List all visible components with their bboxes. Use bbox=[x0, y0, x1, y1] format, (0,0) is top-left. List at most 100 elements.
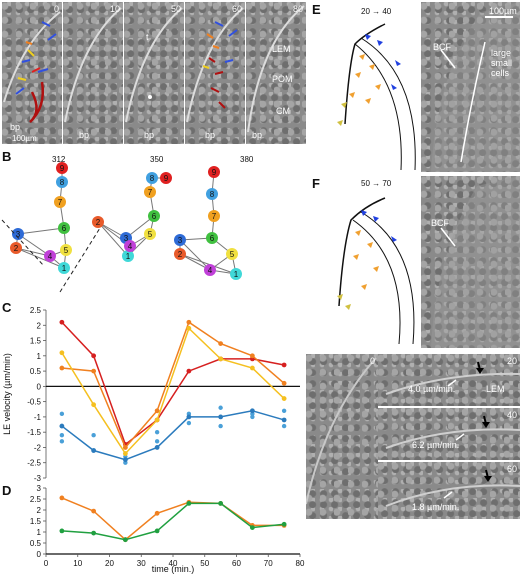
data-point bbox=[91, 368, 97, 374]
cell-node bbox=[226, 248, 238, 260]
large-label: large bbox=[491, 48, 512, 58]
cell-node-label: 1 bbox=[62, 264, 67, 273]
cell-node-label: 7 bbox=[148, 188, 153, 197]
cell-node-label: 5 bbox=[64, 246, 69, 255]
data-point bbox=[186, 319, 192, 325]
lem-label: LEM bbox=[272, 44, 291, 54]
cell-node bbox=[230, 268, 242, 280]
cell-node bbox=[208, 210, 220, 222]
cell-node-label: 2 bbox=[14, 244, 19, 253]
data-point bbox=[122, 537, 128, 543]
panel-a-frame-60: 60 bp bbox=[185, 2, 245, 144]
cell-node bbox=[148, 210, 160, 222]
scatter-point bbox=[218, 423, 223, 429]
panel-f-micrograph: BCF bbox=[421, 176, 520, 348]
lineage-overlay bbox=[3, 11, 61, 123]
scatter-point bbox=[59, 411, 65, 417]
scatter-point bbox=[59, 433, 65, 438]
frame-range-label: 50 → 70 bbox=[361, 179, 392, 188]
data-point bbox=[91, 508, 97, 514]
cell-node bbox=[92, 216, 104, 228]
cell-node bbox=[56, 176, 68, 188]
cell-node bbox=[60, 244, 72, 256]
x-tick-label: 0 bbox=[44, 559, 49, 568]
panel-g-frame-0: 0 bbox=[306, 354, 378, 519]
data-point bbox=[218, 356, 224, 362]
chart-c-ylabel: LE velocity (µm/min) bbox=[2, 353, 12, 435]
chart-d: time (min.) 00.511.522.530 10 20 30 40 50 60 70… bbox=[30, 484, 305, 574]
cell-node-label: 4 bbox=[208, 266, 213, 275]
cell-node-label: 9 bbox=[60, 164, 65, 173]
panel-g-frame-40: 40 6.2 µm/min. bbox=[378, 408, 520, 460]
panel-e-schematic: 20 → 40 bbox=[337, 7, 416, 171]
frame-time-label: 20 bbox=[506, 356, 517, 366]
scatter-point bbox=[59, 439, 65, 444]
cell-node-label: 9 bbox=[212, 168, 217, 177]
panel-a-frame-10: 10 bp bbox=[63, 2, 123, 144]
x-tick-label: 20 bbox=[105, 559, 114, 568]
cell-node bbox=[58, 262, 70, 274]
data-point bbox=[249, 525, 255, 530]
y-tick-label: 1.5 bbox=[30, 337, 42, 346]
cell-node-label: 4 bbox=[48, 252, 53, 261]
chart-d-xlabel: time (min.) bbox=[152, 564, 195, 574]
data-point bbox=[249, 408, 255, 414]
cell-node-label: 8 bbox=[210, 190, 215, 199]
small-label: small bbox=[491, 58, 513, 68]
cell-node bbox=[144, 228, 156, 240]
data-point bbox=[122, 457, 128, 463]
y-tick-label: -2 bbox=[34, 443, 42, 452]
series-line bbox=[61, 410, 285, 461]
series-line bbox=[61, 502, 285, 541]
cell-node bbox=[54, 196, 66, 208]
speed-label: 1.8 µm/min. bbox=[412, 502, 460, 512]
dashed-axis bbox=[1, 219, 45, 267]
scatter-point bbox=[281, 408, 287, 413]
x-tick-label: 50 bbox=[200, 559, 209, 568]
y-tick-label: -1.5 bbox=[27, 428, 41, 437]
frame-time-label: 60 bbox=[231, 4, 242, 14]
panel-c-letter: C bbox=[2, 300, 12, 315]
cell-node-label: 6 bbox=[210, 234, 215, 243]
cell-node bbox=[206, 232, 218, 244]
frame-time-label: 0 bbox=[53, 4, 59, 14]
network-edge bbox=[17, 227, 65, 235]
panel-g-frame-20: 20 4.0 µm/min. LEM bbox=[378, 354, 520, 406]
cell-node-label: 8 bbox=[150, 174, 155, 183]
cell-node bbox=[122, 250, 134, 262]
cell-node bbox=[174, 234, 186, 246]
data-point bbox=[59, 365, 65, 371]
cm-label: CM bbox=[276, 106, 290, 116]
panel-a-frame-50: 50 t bp bbox=[124, 2, 184, 144]
panel-f-letter: F bbox=[312, 176, 320, 191]
cell-node-label: 2 bbox=[178, 250, 183, 259]
cell-node-label: 5 bbox=[230, 250, 235, 259]
cell-node-label: 4 bbox=[128, 242, 133, 251]
data-point bbox=[91, 448, 97, 453]
data-point bbox=[122, 451, 128, 456]
data-point bbox=[154, 408, 160, 414]
network-edge bbox=[97, 221, 129, 257]
scatter-point bbox=[218, 405, 223, 410]
cell-node bbox=[160, 172, 172, 184]
chart-c: LE velocity (µm/min) -3 -2.5 -2 -1.5 -1 -0.5 0… bbox=[2, 306, 300, 482]
scatter-point bbox=[91, 433, 96, 438]
y-tick-label: 2.5 bbox=[30, 306, 42, 315]
scalebar-label: 100µm bbox=[12, 134, 37, 143]
data-point bbox=[249, 353, 255, 359]
data-point bbox=[218, 341, 224, 346]
speed-label: 6.2 µm/min. bbox=[412, 440, 460, 450]
scatter-point bbox=[250, 414, 255, 420]
panel-g-frame-60: 60 1.8 µm/min. bbox=[378, 462, 520, 519]
frame-time-label: 60 bbox=[506, 464, 517, 474]
data-point bbox=[281, 521, 287, 527]
data-point bbox=[59, 495, 65, 501]
cell-node bbox=[44, 250, 56, 262]
x-tick-label: 70 bbox=[264, 559, 273, 568]
panel-a-frame-80: 80 LEM POM CM bp bbox=[246, 2, 306, 144]
y-tick-label: -0.5 bbox=[27, 398, 41, 407]
y-tick-label: 0.5 bbox=[30, 367, 42, 376]
bp-label: bp bbox=[205, 130, 216, 140]
scatter-point bbox=[281, 423, 287, 429]
